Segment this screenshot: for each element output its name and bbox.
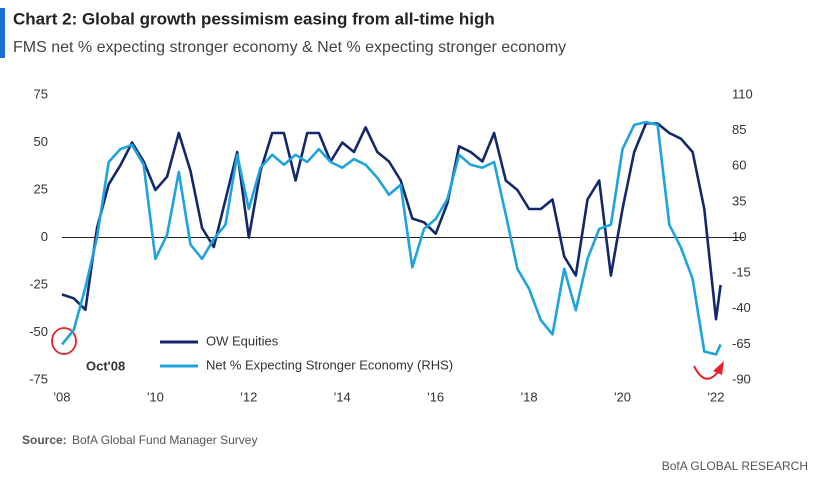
footer: BofA GLOBAL RESEARCH <box>662 459 808 473</box>
y-tick-label: 0 <box>41 229 48 244</box>
y2-tick-label: 10 <box>732 229 746 244</box>
y2-tick-label: 60 <box>732 158 746 173</box>
y-tick-label: 75 <box>34 86 48 101</box>
y2-tick-label: 85 <box>732 122 746 137</box>
x-tick-label: '22 <box>707 389 724 404</box>
y-tick-label: 25 <box>34 181 48 196</box>
y-tick-label: -25 <box>29 276 48 291</box>
highlight-circle <box>51 327 77 355</box>
y-tick-label: -50 <box>29 324 48 339</box>
y-tick-label: -75 <box>29 371 48 386</box>
annotation: Oct'08 <box>86 358 125 373</box>
chart-subtitle: FMS net % expecting stronger economy & N… <box>13 39 566 56</box>
source: BofA Global Fund Manager Survey <box>72 433 257 447</box>
arrow-head <box>713 361 724 375</box>
y2-tick-label: 35 <box>732 193 746 208</box>
chart-title: Chart 2: Global growth pessimism easing … <box>13 9 495 28</box>
x-tick-label: '10 <box>147 389 164 404</box>
y2-tick-label: -65 <box>732 336 751 351</box>
arrow <box>693 365 719 380</box>
series-line <box>61 122 722 321</box>
legend-label: OW Equities <box>206 333 279 348</box>
y-tick-label: 50 <box>34 134 48 149</box>
x-tick-label: '08 <box>54 389 71 404</box>
legend-label: Net % Expecting Stronger Economy (RHS) <box>206 357 453 372</box>
series-line <box>60 120 722 356</box>
y2-tick-label: -40 <box>732 300 751 315</box>
y2-tick-label: -90 <box>732 371 751 386</box>
x-tick-label: '14 <box>334 389 351 404</box>
title-bar <box>0 8 5 58</box>
x-tick-label: '20 <box>614 389 631 404</box>
x-tick-label: '12 <box>240 389 257 404</box>
source-label: Source: <box>22 433 67 447</box>
y2-tick-label: -15 <box>732 265 751 280</box>
x-tick-label: '16 <box>427 389 444 404</box>
y2-tick-label: 110 <box>732 86 753 101</box>
x-tick-label: '18 <box>521 389 538 404</box>
